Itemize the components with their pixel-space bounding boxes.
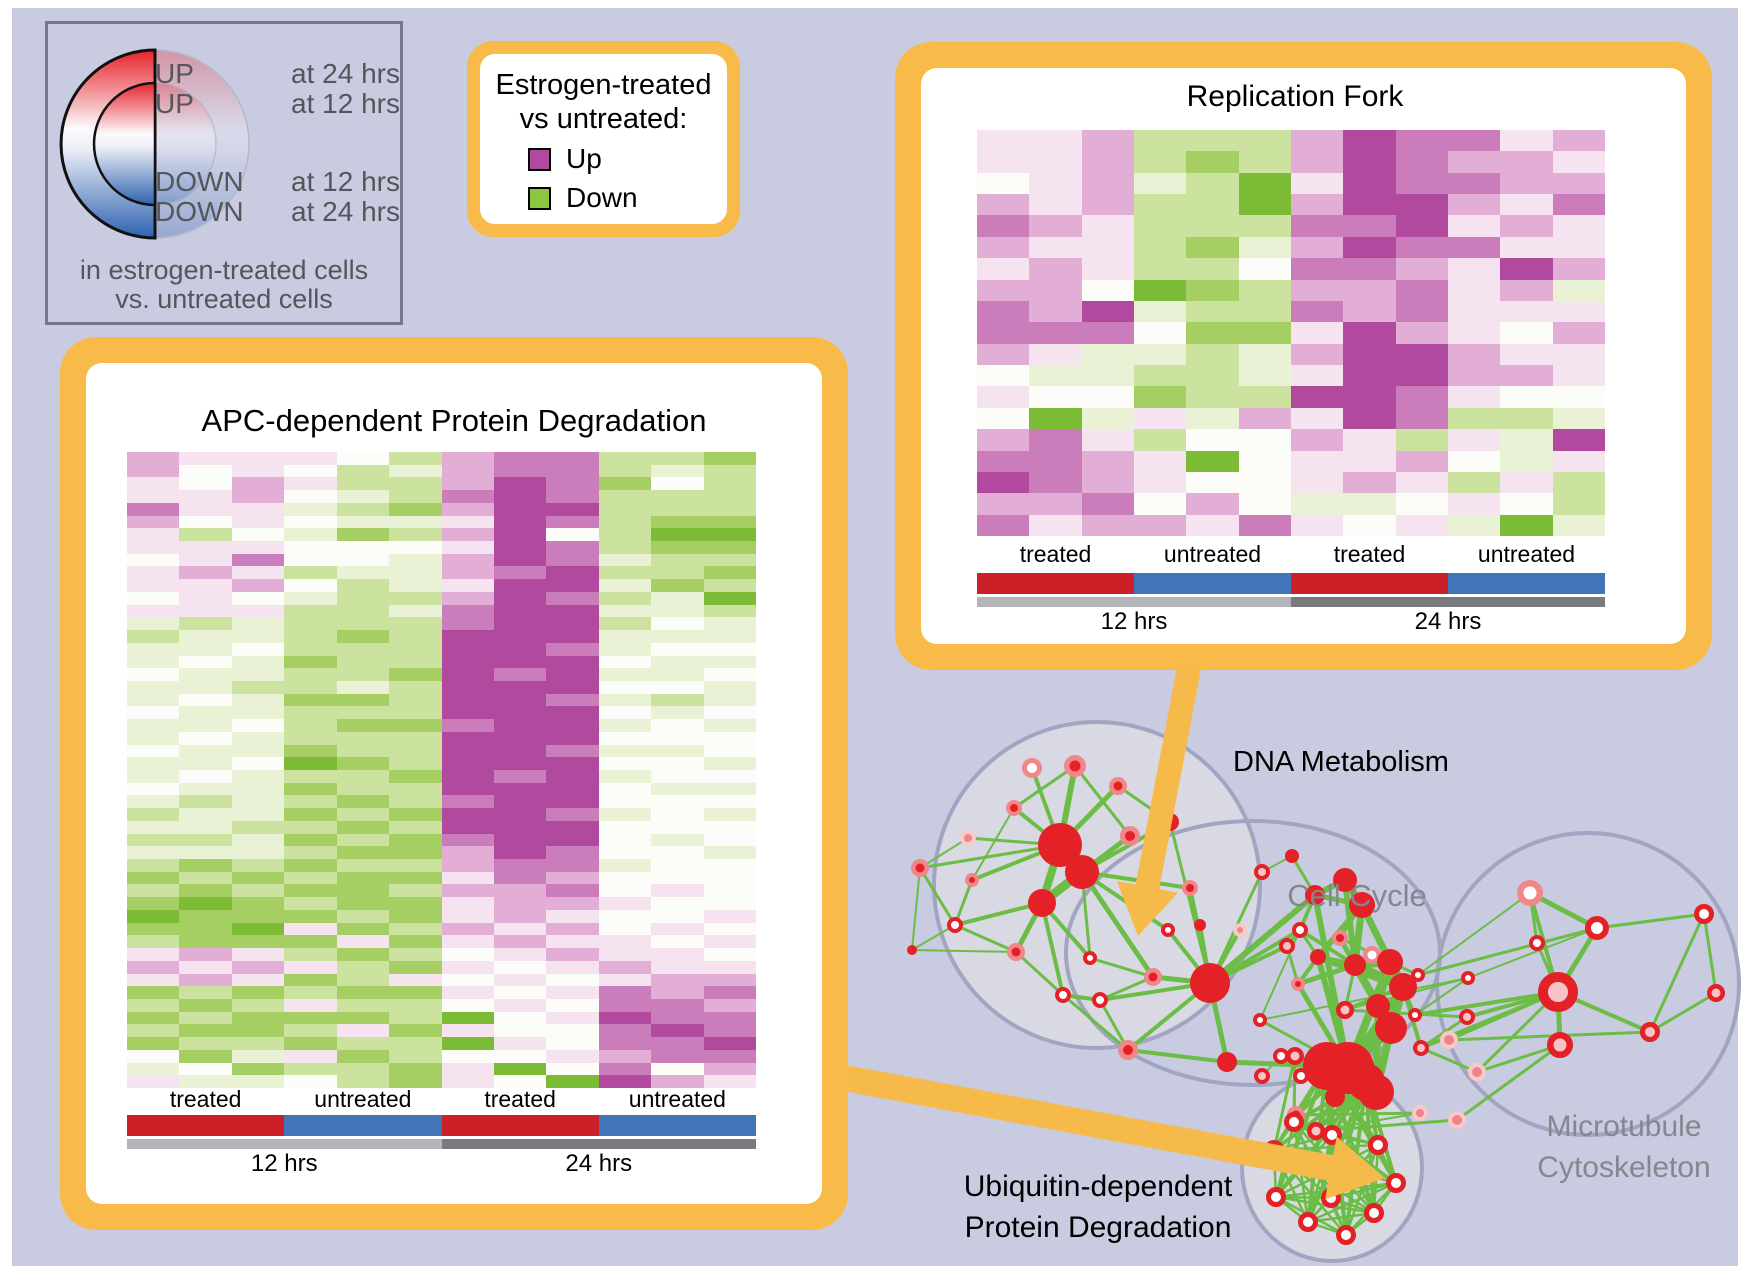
updown-legend-box: UP at 24 hrs UP at 12 hrs DOWN at 12 hrs…: [45, 21, 403, 325]
cluster-label-cell-cycle: Cell Cycle: [1287, 878, 1427, 913]
cluster-label-line: Ubiquitin-dependent: [963, 1170, 1233, 1203]
cluster-label-line: Protein Degradation: [964, 1211, 1232, 1244]
down-swatch: [528, 186, 551, 210]
estrogen-legend-title-line1: Estrogen-treated: [495, 69, 712, 101]
cluster-label-dna-metabolism: DNA Metabolism: [1233, 746, 1449, 778]
cluster-label-line: Microtubule: [1546, 1110, 1702, 1143]
legend-caption-line1: in estrogen-treated cells: [79, 255, 369, 285]
cluster-label-line: Cytoskeleton: [1537, 1151, 1711, 1184]
down-label: Down: [566, 182, 638, 213]
cluster-label-microtubule-cytoskeleton: Microtubule Cytoskeleton: [1537, 1106, 1710, 1188]
updown-circles-icon: [59, 48, 250, 240]
legend-row-down: Down: [466, 182, 713, 214]
apc-heatmap-panel: [60, 337, 848, 1230]
legend-word-up-24: UP: [155, 58, 194, 89]
estrogen-legend-box: Estrogen-treated vs untreated: Up Down: [467, 41, 740, 237]
legend-row-up: Up: [466, 143, 713, 175]
legend-word-down-24: DOWN: [155, 196, 244, 227]
estrogen-legend-inner: Estrogen-treated vs untreated: Up Down: [480, 54, 727, 224]
legend-time-down-12: at 12 hrs: [291, 166, 400, 197]
replication-fork-heatmap-panel: [895, 42, 1712, 670]
legend-time-down-24: at 24 hrs: [291, 196, 400, 227]
estrogen-legend-title-line2: vs untreated:: [519, 103, 688, 135]
up-swatch: [528, 147, 551, 171]
rf-panel-inner: [921, 68, 1686, 644]
legend-word-up-12: UP: [155, 88, 194, 119]
apc-panel-inner: [86, 363, 822, 1204]
legend-time-24: at 24 hrs: [291, 58, 400, 89]
cluster-label-ubiquitin-degradation: Ubiquitin-dependent Protein Degradation: [964, 1166, 1233, 1248]
up-label: Up: [566, 143, 602, 174]
legend-time-12: at 12 hrs: [291, 88, 400, 119]
legend-word-down-12: DOWN: [155, 166, 244, 197]
legend-caption-line2: vs. untreated cells: [115, 284, 333, 314]
